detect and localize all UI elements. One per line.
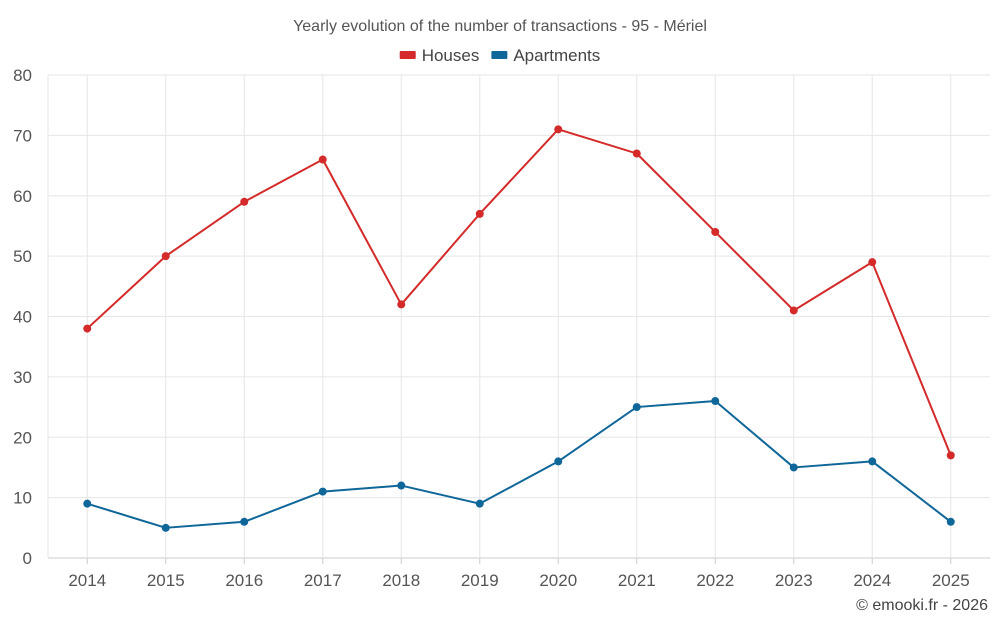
data-point[interactable]: [789, 463, 798, 472]
x-tick-label: 2020: [539, 571, 577, 590]
y-tick-label: 80: [13, 66, 32, 85]
legend: Houses Apartments: [399, 46, 600, 65]
legend-swatch: [491, 51, 508, 59]
data-point[interactable]: [161, 252, 170, 261]
data-point[interactable]: [632, 403, 641, 412]
data-point[interactable]: [83, 324, 92, 333]
series-layer: [83, 125, 955, 532]
data-point[interactable]: [240, 517, 249, 526]
data-point[interactable]: [868, 258, 877, 267]
series-apartments: [83, 397, 955, 532]
data-point[interactable]: [554, 457, 563, 466]
data-point[interactable]: [318, 487, 327, 496]
data-point[interactable]: [161, 523, 170, 532]
y-tick-label: 30: [13, 368, 32, 387]
data-point[interactable]: [554, 125, 563, 134]
x-tick-label: 2016: [225, 571, 263, 590]
legend-swatch: [399, 51, 416, 59]
legend-item-apartments[interactable]: Apartments: [491, 46, 600, 65]
y-tick-label: 20: [13, 428, 32, 447]
y-tick-label: 40: [13, 308, 32, 327]
x-tick-label: 2021: [618, 571, 656, 590]
credit-text: © emooki.fr - 2026: [856, 597, 988, 614]
data-point[interactable]: [397, 300, 406, 309]
x-tick-label: 2023: [775, 571, 813, 590]
legend-label: Apartments: [513, 46, 600, 65]
x-tick-label: 2017: [304, 571, 342, 590]
y-tick-label: 70: [13, 126, 32, 145]
series-line: [86, 128, 952, 456]
data-point[interactable]: [789, 306, 798, 315]
y-tick-label: 10: [13, 489, 32, 508]
data-point[interactable]: [946, 451, 955, 460]
data-point[interactable]: [711, 227, 720, 236]
x-tick-label: 2018: [382, 571, 420, 590]
data-point[interactable]: [318, 155, 327, 164]
grid: [47, 74, 990, 559]
y-tick-label: 60: [13, 187, 32, 206]
data-point[interactable]: [240, 197, 249, 206]
data-point[interactable]: [632, 149, 641, 158]
data-point[interactable]: [475, 209, 484, 218]
x-tick-label: 2025: [932, 571, 970, 590]
legend-item-houses[interactable]: Houses: [399, 46, 480, 65]
x-tick-label: 2014: [68, 571, 106, 590]
data-point[interactable]: [475, 499, 484, 508]
x-tick-label: 2019: [461, 571, 499, 590]
data-point[interactable]: [397, 481, 406, 490]
x-axis: 2014 2015 2016 2017 2018 2019 2020 2021 2022 2023…: [68, 558, 970, 590]
x-tick-label: 2022: [696, 571, 734, 590]
data-point[interactable]: [711, 397, 720, 406]
series-houses: [83, 125, 955, 460]
data-point[interactable]: [83, 499, 92, 508]
x-tick-label: 2024: [853, 571, 891, 590]
y-tick-label: 50: [13, 247, 32, 266]
data-point[interactable]: [868, 457, 877, 466]
x-tick-label: 2015: [147, 571, 185, 590]
chart-title: Yearly evolution of the number of transa…: [293, 18, 707, 35]
series-line: [86, 400, 952, 529]
y-axis: 0 10 20 30 40 50 60 70 80: [13, 66, 32, 568]
legend-label: Houses: [422, 46, 480, 65]
data-point[interactable]: [946, 517, 955, 526]
y-tick-label: 0: [23, 549, 32, 568]
